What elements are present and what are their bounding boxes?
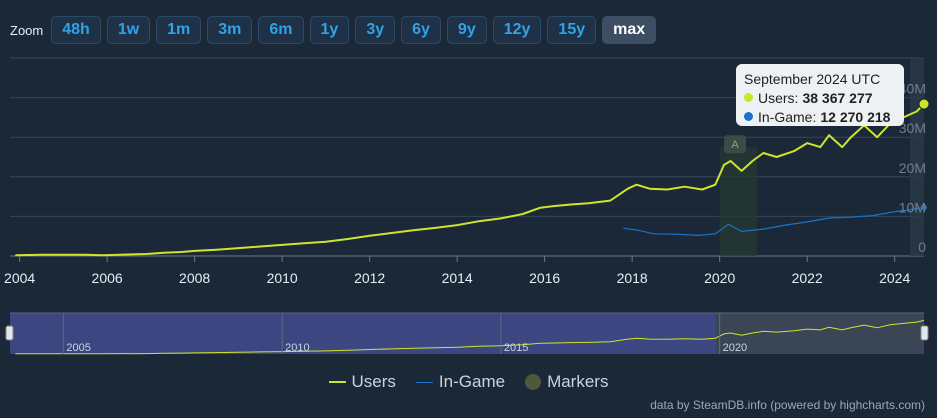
- series-line-users: [15, 103, 925, 257]
- zoom-button-max[interactable]: max: [602, 16, 657, 44]
- zoom-button-1m[interactable]: 1m: [156, 16, 202, 44]
- tooltip-ingame-label: In-Game:: [758, 108, 817, 125]
- navigator-tick-label: 2010: [285, 342, 309, 354]
- credits[interactable]: data by SteamDB.info (powered by highcha…: [650, 398, 925, 412]
- plot-area: [15, 98, 930, 257]
- zoom-label: Zoom: [10, 22, 44, 38]
- legend-ingame[interactable]: In-Game: [415, 372, 506, 392]
- legend-markers-label: Markers: [547, 372, 609, 391]
- x-tick-label: 2022: [792, 270, 823, 286]
- tooltip-ingame-row: In-Game: 12 270 218: [744, 107, 896, 126]
- legend-markers[interactable]: Markers: [525, 372, 608, 392]
- y-tick-label: 0: [918, 239, 926, 255]
- navigator-handle-right: [920, 325, 929, 341]
- tooltip-users-dot: [744, 93, 753, 102]
- zoom-button-1y[interactable]: 1y: [309, 16, 350, 44]
- legend-users-swatch: [328, 381, 346, 383]
- navigator-tick-label: 2020: [723, 342, 747, 354]
- x-tick-label: 2014: [442, 270, 473, 286]
- zoom-button-48h[interactable]: 48h: [51, 16, 101, 44]
- legend-ingame-label: In-Game: [438, 372, 506, 391]
- tooltip-ingame-dot: [744, 112, 753, 121]
- legend-ingame-swatch: [415, 381, 433, 383]
- zoom-buttons: 48h 1w 1m 3m 6m 1y 3y 6y 9y 12y 15y max: [51, 16, 662, 44]
- navigator-handle-left: [5, 325, 14, 341]
- tooltip-ingame-value: 12 270 218: [820, 108, 891, 125]
- x-tick-label: 2004: [4, 270, 35, 286]
- tooltip-users-value: 38 367 277: [802, 89, 873, 106]
- x-tick-label: 2008: [179, 270, 210, 286]
- zoom-button-12y[interactable]: 12y: [492, 16, 542, 44]
- zoom-button-6y[interactable]: 6y: [401, 16, 441, 44]
- y-tick-label: 20M: [899, 160, 926, 176]
- navigator-tick-label: 2015: [504, 342, 528, 354]
- tooltip-users-label: Users:: [758, 89, 799, 106]
- hover-point-ingame: [921, 204, 927, 211]
- legend-users[interactable]: Users: [328, 372, 396, 392]
- tooltip-users-row: Users: 38 367 277: [744, 88, 896, 107]
- x-tick-label: 2018: [617, 270, 648, 286]
- legend-users-label: Users: [351, 372, 396, 391]
- zoom-bar: Zoom 48h 1w 1m 3m 6m 1y 3y 6y 9y 12y 15y max: [0, 14, 662, 46]
- marker-band-a: [719, 147, 757, 256]
- series-line-ingame: [623, 206, 925, 236]
- y-tick-label: 10M: [899, 199, 926, 215]
- y-tick-label: 30M: [899, 120, 926, 136]
- marker-box: [724, 135, 747, 154]
- x-tick-label: 2020: [704, 270, 735, 286]
- tooltip: September 2024 UTC Users: 38 367 277 In-…: [736, 64, 904, 126]
- x-tick-label: 2024: [879, 270, 910, 286]
- hover-point-users: [918, 98, 930, 110]
- tooltip-date: September 2024 UTC: [744, 70, 881, 87]
- zoom-button-3m[interactable]: 3m: [207, 16, 253, 44]
- zoom-button-3y[interactable]: 3y: [355, 16, 396, 44]
- legend-markers-swatch: [525, 374, 542, 390]
- marker-label: A: [731, 139, 739, 151]
- x-tick-label: 2010: [267, 270, 298, 286]
- y-axis: 0 10M 20M 30M 40M: [899, 81, 926, 255]
- x-tick-label: 2016: [529, 270, 560, 286]
- zoom-button-1w[interactable]: 1w: [106, 16, 151, 44]
- legend: Users In-Game Markers: [0, 372, 937, 392]
- navigator-series: [15, 319, 925, 355]
- zoom-button-15y[interactable]: 15y: [547, 16, 597, 44]
- navigator-window-left: [10, 313, 716, 354]
- x-tick-label: 2006: [92, 270, 123, 286]
- navigator-tick-label: 2005: [66, 342, 90, 354]
- zoom-button-9y[interactable]: 9y: [446, 16, 487, 44]
- navigator-window-right: [716, 313, 924, 354]
- x-tick-label: 2012: [354, 270, 385, 286]
- navigator: 2005 2010 2015 2020: [5, 312, 929, 355]
- zoom-button-6m[interactable]: 6m: [258, 16, 304, 44]
- y-tick-label: 40M: [899, 81, 926, 97]
- x-axis: 2004 2006 2008 2010 2012 2014 2016 2018 2020 2022…: [4, 256, 910, 286]
